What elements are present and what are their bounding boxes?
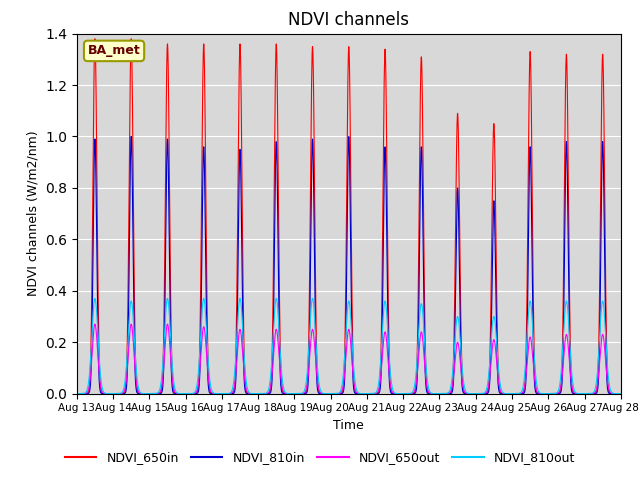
NDVI_650out [413, 370, 421, 376]
NDVI_650in [91, 36, 99, 42]
NDVI_650in [73, 391, 81, 396]
NDVI_810out [73, 391, 81, 396]
NDVI_810out [617, 391, 625, 396]
Y-axis label: NDVI channels (W/m2/nm): NDVI channels (W/m2/nm) [26, 131, 40, 297]
Line: NDVI_650in: NDVI_650in [77, 39, 621, 394]
NDVI_650out [588, 391, 596, 396]
Line: NDVI_810in: NDVI_810in [77, 136, 621, 394]
Legend: NDVI_650in, NDVI_810in, NDVI_650out, NDVI_810out: NDVI_650in, NDVI_810in, NDVI_650out, NDV… [60, 446, 580, 469]
NDVI_650in [588, 391, 596, 396]
NDVI_650in [564, 153, 572, 158]
NDVI_810in [73, 391, 81, 396]
NDVI_650out [138, 391, 146, 396]
Title: NDVI channels: NDVI channels [288, 11, 410, 29]
NDVI_810in [413, 374, 421, 380]
NDVI_810in [588, 391, 596, 396]
NDVI_810in [617, 391, 625, 396]
NDVI_650out [564, 342, 572, 348]
Text: BA_met: BA_met [88, 44, 140, 58]
NDVI_650in [138, 391, 146, 396]
NDVI_650in [282, 391, 289, 396]
X-axis label: Time: Time [333, 419, 364, 432]
NDVI_650out [617, 391, 625, 396]
NDVI_810out [564, 311, 572, 317]
NDVI_650out [91, 321, 99, 327]
NDVI_810in [567, 377, 575, 383]
NDVI_810in [127, 133, 135, 139]
NDVI_810in [564, 233, 572, 239]
NDVI_810out [567, 354, 575, 360]
NDVI_650in [567, 355, 575, 360]
NDVI_650in [617, 391, 625, 396]
Line: NDVI_650out: NDVI_650out [77, 324, 621, 394]
NDVI_810out [588, 391, 596, 396]
NDVI_810out [91, 296, 99, 301]
NDVI_650out [73, 391, 81, 396]
NDVI_650in [413, 347, 421, 353]
NDVI_810out [413, 352, 421, 358]
NDVI_810out [282, 389, 289, 395]
NDVI_810in [138, 391, 146, 396]
NDVI_810in [282, 391, 289, 396]
NDVI_650out [282, 390, 289, 396]
NDVI_810out [138, 391, 146, 396]
Line: NDVI_810out: NDVI_810out [77, 299, 621, 394]
NDVI_650out [567, 373, 575, 379]
